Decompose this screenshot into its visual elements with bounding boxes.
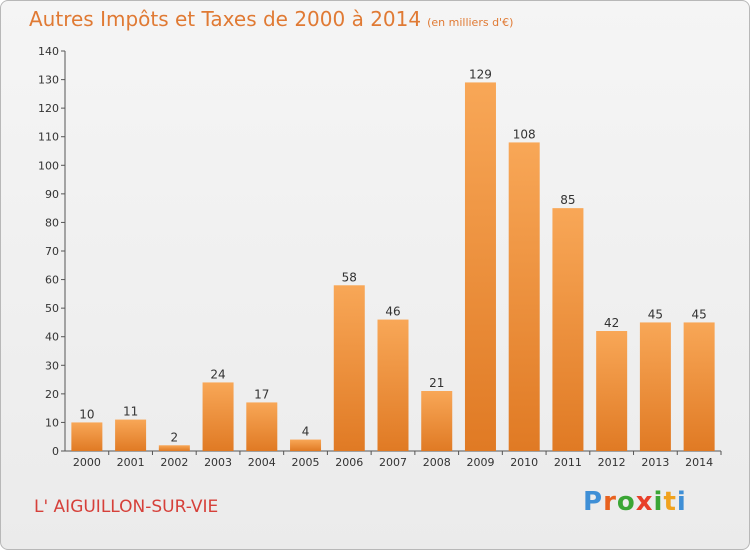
data-label-2003: 24	[210, 367, 225, 381]
bar-2005[interactable]	[290, 439, 322, 451]
y-tick-label: 50	[45, 302, 59, 315]
x-tick-label: 2011	[554, 456, 582, 469]
bar-2014[interactable]	[683, 322, 715, 451]
data-label-2010: 108	[513, 127, 536, 141]
y-tick-label: 10	[45, 416, 59, 429]
y-tick-label: 60	[45, 274, 59, 287]
x-tick-label: 2000	[73, 456, 101, 469]
x-tick-label: 2003	[204, 456, 232, 469]
bar-2012[interactable]	[596, 331, 628, 451]
bar-2004[interactable]	[246, 402, 278, 451]
x-tick-label: 2005	[292, 456, 320, 469]
x-tick-label: 2013	[641, 456, 669, 469]
place-name: L' AIGUILLON-SUR-VIE	[34, 497, 219, 517]
data-label-2001: 11	[123, 405, 138, 419]
y-tick-label: 140	[38, 45, 59, 58]
y-tick-label: 120	[38, 102, 59, 115]
x-tick-label: 2010	[510, 456, 538, 469]
x-tick-label: 2012	[598, 456, 626, 469]
bar-2007[interactable]	[377, 319, 409, 451]
x-tick-label: 2014	[685, 456, 713, 469]
data-label-2005: 4	[302, 425, 310, 439]
data-label-2013: 45	[648, 307, 663, 321]
logo-letter: o	[616, 487, 636, 517]
logo-letter: x	[635, 487, 654, 517]
logo-letter: r	[603, 487, 617, 517]
bar-2003[interactable]	[202, 382, 234, 451]
logo-letter: P	[583, 487, 604, 517]
y-tick-label: 30	[45, 359, 59, 372]
y-tick-label: 100	[38, 159, 59, 172]
proxiti-logo[interactable]: Proxiti	[583, 487, 687, 517]
data-label-2011: 85	[560, 193, 575, 207]
bar-2011[interactable]	[552, 208, 584, 451]
data-label-2014: 45	[691, 307, 706, 321]
y-tick-label: 130	[38, 74, 59, 87]
y-tick-label: 20	[45, 388, 59, 401]
y-tick-label: 80	[45, 216, 59, 229]
y-tick-label: 90	[45, 188, 59, 201]
x-tick-label: 2004	[248, 456, 276, 469]
data-label-2004: 17	[254, 387, 269, 401]
x-tick-label: 2009	[466, 456, 494, 469]
bar-2000[interactable]	[71, 422, 103, 451]
y-tick-label: 70	[45, 245, 59, 258]
x-tick-label: 2008	[423, 456, 451, 469]
x-tick-label: 2001	[117, 456, 145, 469]
data-label-2007: 46	[385, 305, 400, 319]
data-label-2009: 129	[469, 67, 492, 81]
chart-unit: (en milliers d'€)	[427, 16, 514, 29]
data-label-2006: 58	[342, 270, 357, 284]
x-tick-label: 2007	[379, 456, 407, 469]
chart-title: Autres Impôts et Taxes de 2000 à 2014 (en…	[29, 7, 514, 31]
bar-2009[interactable]	[464, 82, 496, 451]
x-tick-label: 2006	[335, 456, 363, 469]
data-label-2000: 10	[79, 407, 94, 421]
bar-2008[interactable]	[421, 391, 453, 451]
data-label-2002: 2	[171, 430, 179, 444]
y-tick-label: 110	[38, 131, 59, 144]
bar-2010[interactable]	[508, 142, 540, 451]
y-tick-label: 40	[45, 331, 59, 344]
x-tick-label: 2002	[160, 456, 188, 469]
data-label-2012: 42	[604, 316, 619, 330]
bar-2013[interactable]	[639, 322, 671, 451]
bar-2001[interactable]	[115, 419, 147, 451]
data-label-2008: 21	[429, 376, 444, 390]
bar-2006[interactable]	[333, 285, 365, 451]
logo-letter: i	[676, 487, 687, 517]
bar-2002[interactable]	[158, 445, 190, 451]
y-tick-label: 0	[52, 445, 59, 458]
logo-letter: i	[653, 487, 664, 517]
logo-letter: t	[663, 487, 677, 517]
